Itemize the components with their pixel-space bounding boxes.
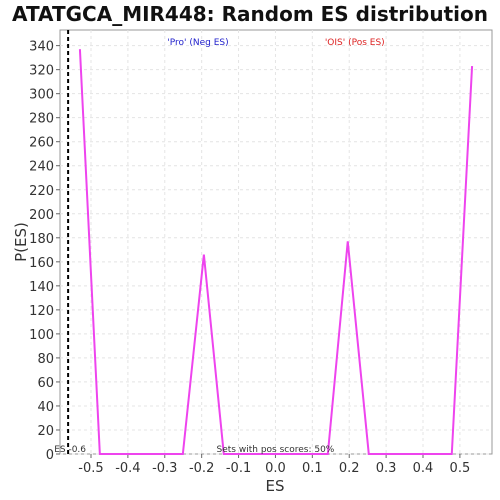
marker-label: ES -0.6 — [54, 445, 86, 455]
x-tick-label: -0.4 — [115, 461, 140, 476]
y-tick-label: 340 — [29, 40, 54, 55]
y-tick-label: 300 — [29, 88, 54, 103]
annotation: 'OIS' (Pos ES) — [325, 38, 385, 48]
y-tick-label: 100 — [29, 328, 54, 343]
x-tick-label: -0.5 — [78, 461, 103, 476]
x-tick-label: 0.3 — [376, 461, 397, 476]
x-tick-label: 0.5 — [450, 461, 471, 476]
y-tick-label: 0 — [46, 448, 54, 463]
x-tick-label: -0.2 — [189, 461, 214, 476]
x-tick-label: 0.4 — [413, 461, 434, 476]
y-tick-label: 220 — [29, 184, 54, 199]
y-tick-label: 260 — [29, 136, 54, 151]
y-tick-label: 320 — [29, 64, 54, 79]
y-tick-label: 240 — [29, 160, 54, 175]
x-tick-label: 0.0 — [265, 461, 286, 476]
plot-area — [59, 29, 493, 455]
y-tick-label: 180 — [29, 232, 54, 247]
y-tick-label: 20 — [37, 424, 54, 439]
chart-title: ATATGCA_MIR448: Random ES distribution — [12, 2, 488, 26]
y-tick-label: 200 — [29, 208, 54, 223]
es-line — [78, 49, 474, 455]
x-axis-label: ES — [266, 477, 285, 495]
y-tick-label: 160 — [29, 256, 54, 271]
y-axis-label: P(ES) — [12, 222, 30, 262]
y-tick-label: 80 — [37, 352, 54, 367]
x-tick-label: 0.1 — [302, 461, 323, 476]
x-tick-label: -0.1 — [226, 461, 251, 476]
x-tick-label: 0.2 — [339, 461, 360, 476]
y-tick-label: 140 — [29, 280, 54, 295]
y-tick-label: 120 — [29, 304, 54, 319]
annotation: Sets with pos scores: 50% — [217, 445, 335, 455]
x-tick-label: -0.3 — [152, 461, 177, 476]
y-tick-label: 40 — [37, 400, 54, 415]
y-tick-label: 60 — [37, 376, 54, 391]
annotation: 'Pro' (Neg ES) — [167, 38, 228, 48]
y-tick-label: 280 — [29, 112, 54, 127]
